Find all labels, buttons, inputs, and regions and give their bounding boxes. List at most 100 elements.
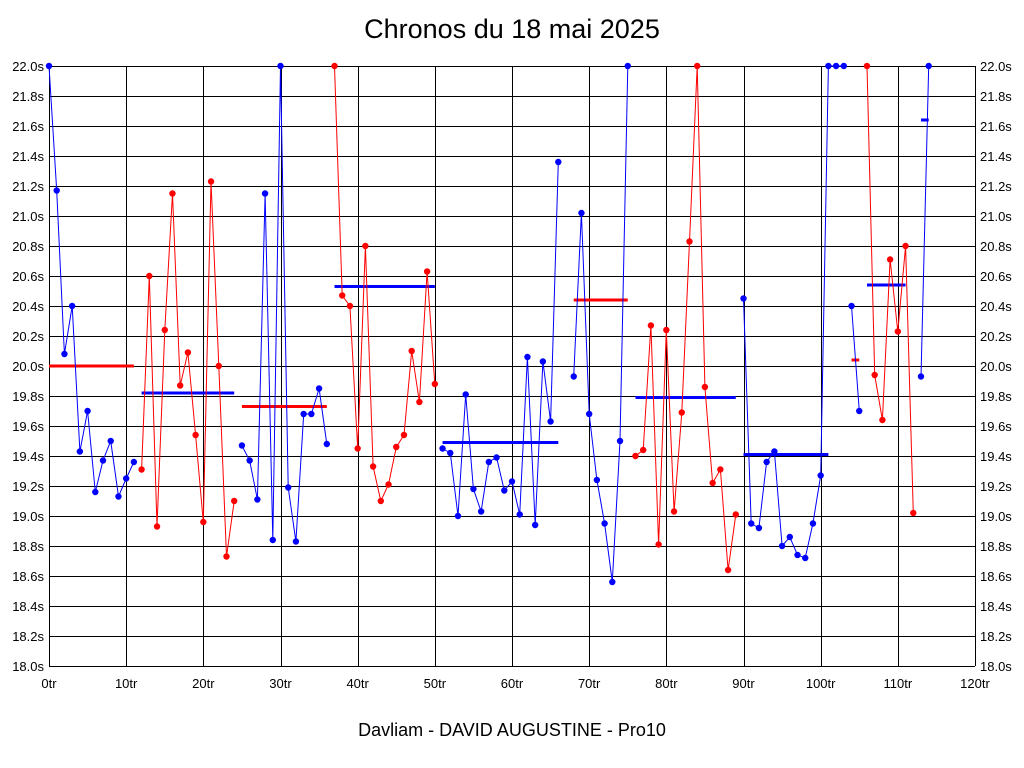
data-point bbox=[917, 373, 925, 380]
data-point bbox=[678, 409, 685, 416]
y-tick-label-right: 19.0s bbox=[980, 509, 1012, 524]
y-tick-label-left: 21.8s bbox=[12, 89, 44, 104]
data-point bbox=[138, 466, 145, 473]
data-point bbox=[832, 62, 840, 70]
data-point bbox=[277, 62, 284, 70]
data-point bbox=[686, 238, 693, 245]
x-tick-label: 90tr bbox=[732, 676, 755, 691]
data-point bbox=[732, 511, 739, 518]
data-point bbox=[84, 407, 91, 415]
data-point bbox=[454, 512, 462, 520]
data-point bbox=[879, 416, 886, 424]
y-tick-label-left: 21.4s bbox=[12, 149, 44, 164]
data-point bbox=[308, 410, 315, 418]
y-tick-label-right: 21.8s bbox=[980, 89, 1012, 104]
data-point bbox=[902, 242, 909, 250]
data-point bbox=[802, 554, 809, 562]
data-point bbox=[794, 551, 801, 559]
x-tick-label: 20tr bbox=[192, 676, 215, 691]
data-point bbox=[215, 362, 222, 370]
data-point bbox=[663, 326, 670, 334]
x-tick-label: 120tr bbox=[960, 676, 990, 691]
y-tick-label-left: 22.0s bbox=[12, 59, 44, 74]
data-point bbox=[369, 463, 377, 470]
y-tick-label-left: 21.0s bbox=[12, 209, 44, 224]
data-point bbox=[825, 62, 832, 70]
x-tick-label: 70tr bbox=[578, 676, 601, 691]
y-tick-label-left: 20.2s bbox=[12, 329, 44, 344]
data-point bbox=[910, 509, 917, 517]
series-line bbox=[442, 161, 559, 526]
y-tick-label-left: 19.8s bbox=[12, 389, 44, 404]
data-point bbox=[516, 511, 523, 518]
data-point bbox=[285, 484, 292, 491]
data-point bbox=[508, 478, 516, 485]
data-point bbox=[755, 524, 763, 532]
y-tick-label-right: 18.2s bbox=[980, 629, 1012, 644]
data-point bbox=[184, 349, 192, 356]
y-tick-label-right: 19.6s bbox=[980, 419, 1012, 434]
data-point bbox=[300, 410, 307, 418]
data-point bbox=[809, 520, 817, 527]
data-point bbox=[609, 578, 616, 586]
data-point bbox=[53, 187, 60, 194]
data-point bbox=[570, 373, 577, 380]
data-point bbox=[524, 353, 531, 361]
y-tick-label-left: 20.6s bbox=[12, 269, 44, 284]
y-tick-label-right: 18.0s bbox=[980, 659, 1012, 674]
data-point bbox=[246, 457, 253, 464]
y-tick-label-right: 20.4s bbox=[980, 299, 1012, 314]
data-point bbox=[601, 520, 608, 527]
y-tick-label-right: 21.0s bbox=[980, 209, 1012, 224]
y-tick-label-right: 21.4s bbox=[980, 149, 1012, 164]
data-point bbox=[315, 385, 323, 392]
data-point bbox=[771, 448, 778, 455]
data-point bbox=[153, 523, 161, 530]
y-tick-label-right: 20.6s bbox=[980, 269, 1012, 284]
data-point bbox=[439, 445, 446, 452]
data-point bbox=[477, 508, 485, 515]
data-point bbox=[207, 178, 215, 185]
data-point bbox=[501, 487, 508, 494]
y-tick-label-left: 19.0s bbox=[12, 509, 44, 524]
data-point bbox=[786, 533, 793, 541]
y-tick-label-left: 19.6s bbox=[12, 419, 44, 434]
data-point bbox=[122, 475, 130, 482]
data-point bbox=[431, 380, 439, 388]
data-point bbox=[146, 272, 153, 280]
data-point bbox=[740, 295, 747, 302]
data-point bbox=[323, 440, 330, 448]
y-tick-label-right: 18.4s bbox=[980, 599, 1012, 614]
data-point bbox=[493, 454, 500, 461]
chart-title: Chronos du 18 mai 2025 bbox=[364, 14, 660, 44]
data-point bbox=[107, 437, 114, 445]
data-point bbox=[76, 448, 84, 455]
data-point bbox=[670, 508, 678, 515]
x-tick-label: 30tr bbox=[269, 676, 292, 691]
data-point bbox=[192, 431, 199, 439]
data-point bbox=[871, 371, 878, 379]
y-tick-label-right: 21.6s bbox=[980, 119, 1012, 134]
data-point bbox=[585, 410, 593, 418]
data-point bbox=[346, 302, 354, 310]
y-tick-label-right: 19.4s bbox=[980, 449, 1012, 464]
data-point bbox=[92, 488, 99, 496]
y-tick-label-left: 18.0s bbox=[12, 659, 44, 674]
data-point bbox=[130, 458, 138, 466]
data-point bbox=[354, 445, 361, 452]
data-point bbox=[485, 458, 493, 466]
data-point bbox=[593, 476, 601, 484]
data-point bbox=[578, 209, 585, 217]
chart-footer: Davliam - DAVID AUGUSTINE - Pro10 bbox=[358, 720, 666, 740]
x-tick-label: 40tr bbox=[346, 676, 369, 691]
data-point bbox=[447, 449, 454, 457]
data-point bbox=[269, 536, 276, 544]
data-point bbox=[423, 268, 431, 275]
y-tick-label-right: 18.8s bbox=[980, 539, 1012, 554]
data-point bbox=[616, 437, 624, 445]
y-tick-label-right: 20.8s bbox=[980, 239, 1012, 254]
y-tick-label-left: 20.8s bbox=[12, 239, 44, 254]
series-line bbox=[334, 65, 436, 503]
data-point bbox=[254, 496, 261, 503]
